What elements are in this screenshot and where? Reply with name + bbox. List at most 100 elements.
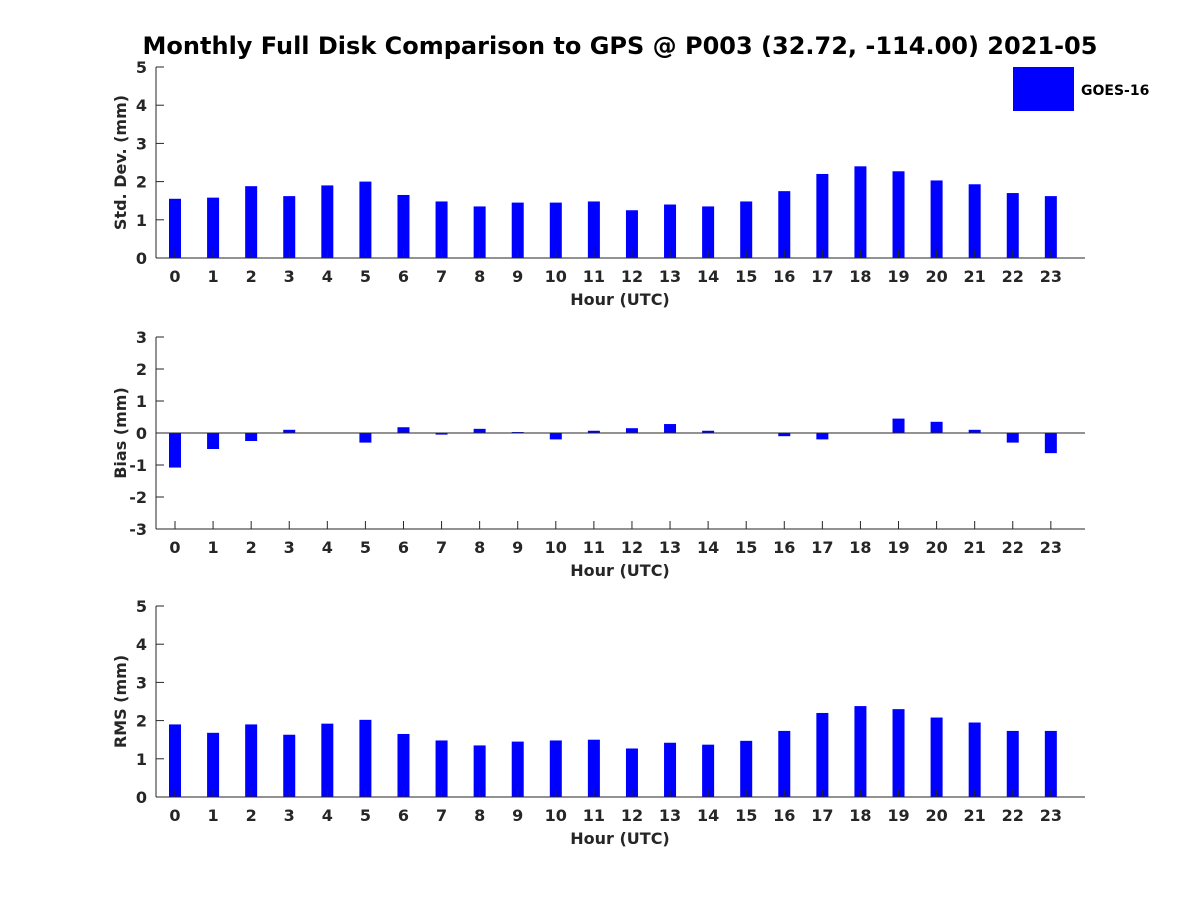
std-dev-bar-18 xyxy=(854,166,867,258)
bias-bar-3 xyxy=(283,429,296,433)
rms-xtick-label: 0 xyxy=(169,806,180,825)
bias-xtick-label: 11 xyxy=(583,538,605,557)
rms-bar-12 xyxy=(625,748,638,797)
chart-title: Monthly Full Disk Comparison to GPS @ P0… xyxy=(143,32,1098,60)
std-dev-xtick-label: 1 xyxy=(208,267,219,286)
bias-xtick-label: 22 xyxy=(1002,538,1024,557)
bias-bar-21 xyxy=(968,429,981,433)
bias-xtick-label: 12 xyxy=(621,538,643,557)
std-dev-xtick-label: 7 xyxy=(436,267,447,286)
rms-ytick-label: 2 xyxy=(136,712,147,731)
std-dev-bar-12 xyxy=(625,210,638,258)
rms-bar-18 xyxy=(854,706,867,797)
bias-bar-6 xyxy=(397,427,410,433)
rms-xtick-label: 10 xyxy=(545,806,567,825)
std-dev-xtick-label: 18 xyxy=(849,267,871,286)
std-dev-xtick-label: 0 xyxy=(169,267,180,286)
rms-xtick-label: 19 xyxy=(887,806,909,825)
bias-ylabel: Bias (mm) xyxy=(111,387,130,479)
std-dev-xtick-label: 11 xyxy=(583,267,605,286)
std-dev-bar-23 xyxy=(1044,196,1057,258)
bias-ytick-label: 3 xyxy=(136,328,147,347)
bias-xtick-label: 16 xyxy=(773,538,795,557)
std-dev-xtick-label: 19 xyxy=(887,267,909,286)
bias-xtick-label: 9 xyxy=(512,538,523,557)
rms-ylabel: RMS (mm) xyxy=(111,655,130,748)
std-dev-bar-5 xyxy=(359,181,372,258)
rms-bar-16 xyxy=(778,730,791,797)
bias-ytick-label: -3 xyxy=(129,520,147,539)
rms-bar-4 xyxy=(321,723,334,797)
bias-bar-13 xyxy=(664,424,677,433)
rms-bar-3 xyxy=(283,734,296,797)
bias-ytick-label: -1 xyxy=(129,456,147,475)
std-dev-bar-13 xyxy=(664,204,677,258)
rms-bar-2 xyxy=(245,724,258,797)
std-dev-bar-3 xyxy=(283,196,296,258)
std-dev-bar-11 xyxy=(587,201,600,258)
rms-xlabel: Hour (UTC) xyxy=(570,829,670,848)
std-dev-xtick-label: 10 xyxy=(545,267,567,286)
rms-bar-0 xyxy=(169,724,181,797)
rms-bar-8 xyxy=(473,745,486,797)
rms-ytick-label: 0 xyxy=(136,788,147,807)
std-dev-bar-7 xyxy=(435,201,448,258)
rms-bar-13 xyxy=(664,742,677,797)
std-dev-bar-4 xyxy=(321,185,334,258)
bias-bar-23 xyxy=(1044,433,1057,454)
bias-xtick-label: 2 xyxy=(246,538,257,557)
rms-ytick-label: 5 xyxy=(136,597,147,616)
std-dev-bar-20 xyxy=(930,180,943,258)
rms-xtick-label: 8 xyxy=(474,806,485,825)
std-dev-bar-16 xyxy=(778,191,791,258)
std-dev-bar-9 xyxy=(511,202,524,258)
bias-bar-20 xyxy=(930,421,943,433)
std-dev-xtick-label: 21 xyxy=(964,267,986,286)
rms-bar-6 xyxy=(397,733,410,797)
rms-xtick-label: 2 xyxy=(246,806,257,825)
bias-ytick-label: 1 xyxy=(136,392,147,411)
bias-xtick-label: 6 xyxy=(398,538,409,557)
rms-xtick-label: 13 xyxy=(659,806,681,825)
std-dev-xtick-label: 4 xyxy=(322,267,333,286)
rms-xtick-label: 17 xyxy=(811,806,833,825)
rms-xtick-label: 14 xyxy=(697,806,719,825)
std-dev-ytick-label: 0 xyxy=(136,249,147,268)
bias-bar-0 xyxy=(169,433,181,468)
rms-bar-17 xyxy=(816,712,829,797)
std-dev-xtick-label: 22 xyxy=(1002,267,1024,286)
bias-xtick-label: 1 xyxy=(208,538,219,557)
bias-xtick-label: 10 xyxy=(545,538,567,557)
rms-bar-9 xyxy=(511,741,524,797)
rms-bar-23 xyxy=(1044,730,1057,797)
std-dev-xtick-label: 6 xyxy=(398,267,409,286)
legend-swatch xyxy=(1013,67,1074,111)
std-dev-ytick-label: 1 xyxy=(136,211,147,230)
rms-bar-7 xyxy=(435,740,448,797)
std-dev-xtick-label: 8 xyxy=(474,267,485,286)
rms-xtick-label: 5 xyxy=(360,806,371,825)
bias-xtick-label: 14 xyxy=(697,538,719,557)
std-dev-bar-21 xyxy=(968,184,981,258)
rms-bar-1 xyxy=(207,732,220,797)
rms-bar-21 xyxy=(968,722,981,797)
std-dev-bar-19 xyxy=(892,171,905,258)
bias-xtick-label: 23 xyxy=(1040,538,1062,557)
legend: GOES-16 xyxy=(1013,67,1149,111)
std-dev-ytick-label: 4 xyxy=(136,96,147,115)
bias-xtick-label: 8 xyxy=(474,538,485,557)
rms-xtick-label: 15 xyxy=(735,806,757,825)
std-dev-xtick-label: 5 xyxy=(360,267,371,286)
std-dev-xtick-label: 16 xyxy=(773,267,795,286)
std-dev-bar-17 xyxy=(816,173,829,258)
bias-bar-12 xyxy=(625,428,638,433)
bias-bar-16 xyxy=(778,433,791,437)
bias-ytick-label: 2 xyxy=(136,360,147,379)
std-dev-bar-8 xyxy=(473,206,486,258)
rms-bar-19 xyxy=(892,709,905,797)
rms-ytick-label: 4 xyxy=(136,635,147,654)
std-dev-xtick-label: 9 xyxy=(512,267,523,286)
